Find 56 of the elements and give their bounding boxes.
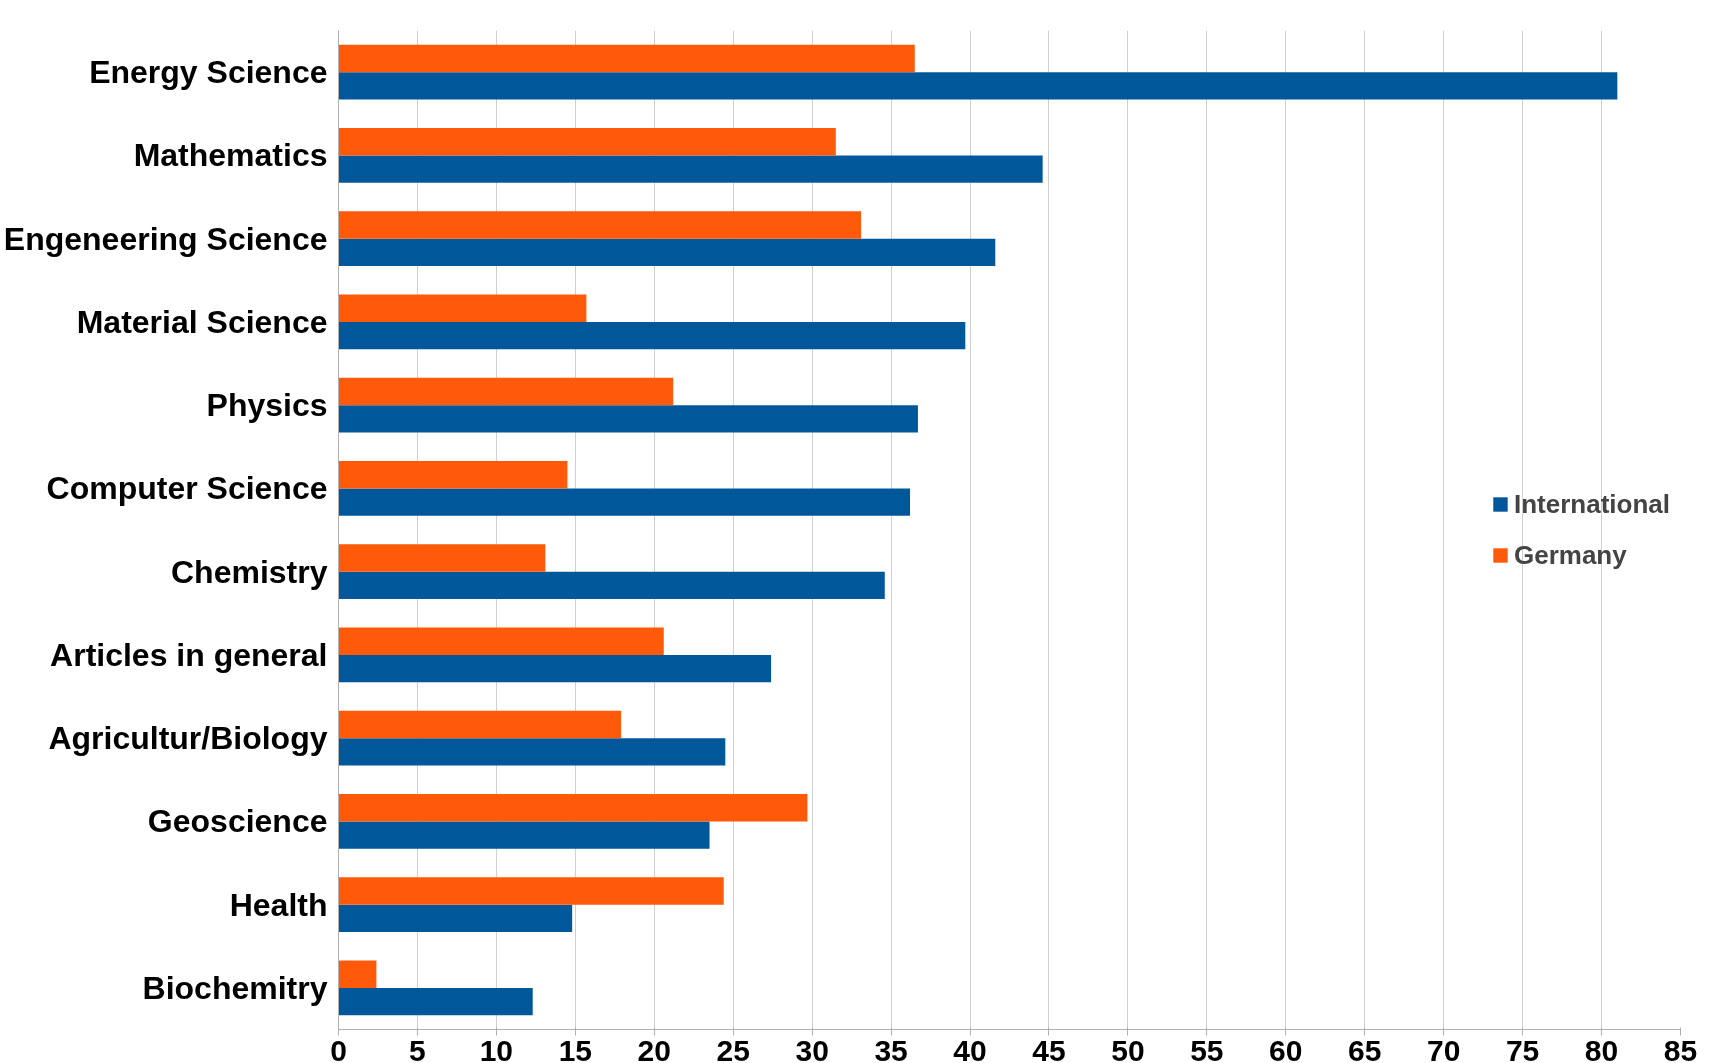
bar	[338, 987, 533, 1016]
bar	[338, 571, 885, 600]
bar	[338, 294, 587, 322]
bar	[338, 627, 664, 655]
x-tick-label: 65	[1348, 1033, 1382, 1063]
x-tick-label: 85	[1663, 1033, 1698, 1063]
y-tick-label: Agricultur/Biology	[48, 720, 328, 757]
y-tick-label: Engeneering Science	[3, 220, 328, 257]
y-tick-label: Physics	[206, 387, 328, 424]
y-tick-label: Material Science	[76, 303, 328, 340]
bar	[338, 155, 1043, 183]
x-tick-label: 55	[1190, 1033, 1224, 1063]
bar	[338, 960, 377, 988]
legend-label: International	[1513, 488, 1670, 520]
y-tick-label: Health	[229, 886, 328, 923]
bar	[338, 377, 674, 406]
bar	[338, 211, 862, 239]
y-tick-label: Mathematics	[133, 137, 328, 174]
bar	[338, 405, 918, 433]
bar	[338, 321, 966, 350]
x-tick-label: 60	[1269, 1033, 1303, 1063]
bar	[338, 460, 568, 489]
x-tick-label: 70	[1426, 1033, 1461, 1063]
y-tick-label: Computer Science	[46, 470, 328, 507]
x-tick-label: 75	[1505, 1033, 1540, 1063]
bar	[338, 72, 1618, 100]
x-tick-label: 20	[637, 1033, 671, 1063]
bar	[338, 821, 710, 849]
y-tick-label: Articles in general	[50, 636, 328, 673]
x-tick-label: 40	[953, 1033, 987, 1063]
bar	[338, 544, 546, 572]
x-tick-label: 45	[1032, 1033, 1066, 1063]
bar	[338, 127, 836, 156]
x-tick-label: 0	[330, 1033, 347, 1063]
x-tick-label: 30	[795, 1033, 829, 1063]
y-tick-label: Chemistry	[171, 553, 328, 590]
x-tick-label: 15	[558, 1033, 593, 1063]
x-tick-label: 25	[716, 1033, 750, 1063]
bar	[338, 793, 808, 822]
x-tick-label: 80	[1584, 1033, 1619, 1063]
x-tick-label: 35	[874, 1033, 908, 1063]
bar	[338, 238, 996, 267]
bar	[338, 877, 724, 905]
bar	[338, 904, 573, 933]
y-tick-label: Geoscience	[147, 803, 328, 840]
legend-label: Germany	[1513, 539, 1627, 571]
x-tick-label: 50	[1111, 1033, 1145, 1063]
y-tick-label: Energy Science	[89, 54, 328, 91]
x-tick-label: 5	[409, 1033, 426, 1063]
bar	[338, 488, 911, 516]
x-tick-label: 10	[479, 1033, 514, 1063]
bar	[338, 654, 772, 683]
bar	[338, 44, 915, 73]
y-tick-label: Biochemitry	[142, 969, 328, 1006]
bar	[338, 710, 622, 739]
bar	[338, 738, 726, 766]
